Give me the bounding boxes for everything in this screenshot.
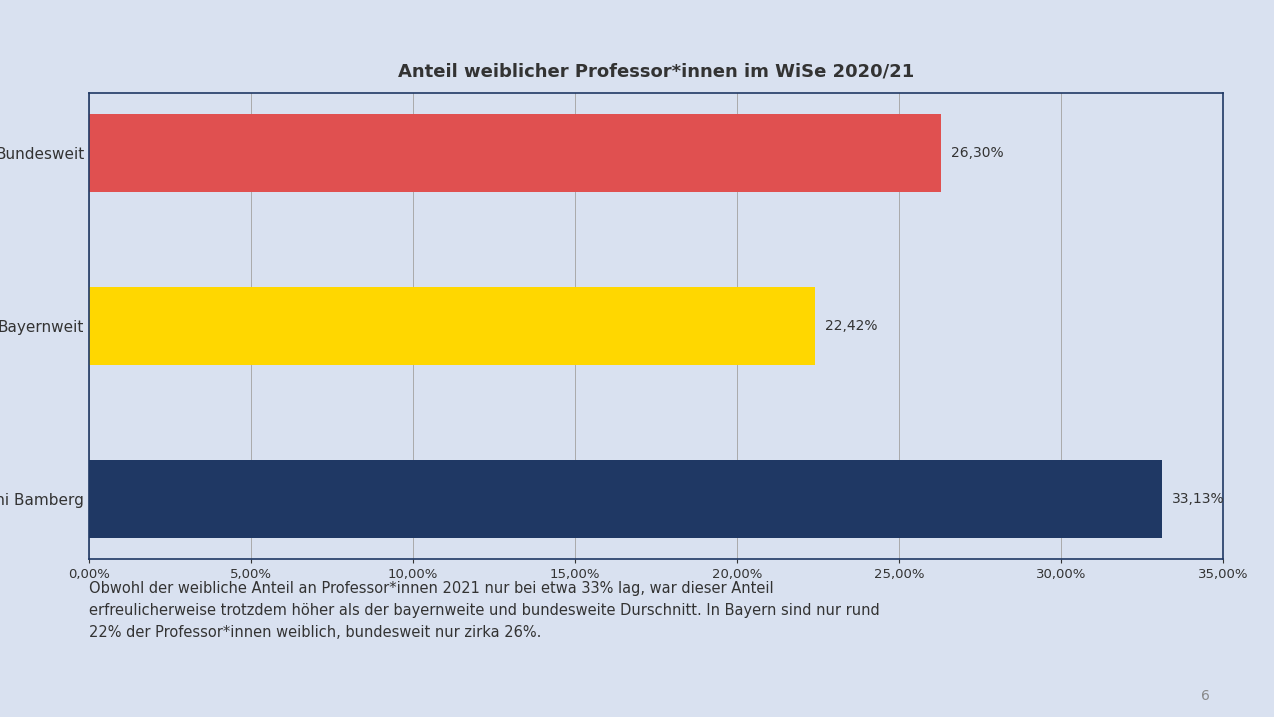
- Text: 33,13%: 33,13%: [1172, 492, 1224, 506]
- Text: Obwohl der weibliche Anteil an Professor*innen 2021 nur bei etwa 33% lag, war di: Obwohl der weibliche Anteil an Professor…: [89, 581, 880, 640]
- Text: 6: 6: [1201, 688, 1210, 703]
- Text: 26,30%: 26,30%: [950, 146, 1004, 161]
- Bar: [89, 460, 1162, 538]
- Text: 22,42%: 22,42%: [826, 319, 878, 333]
- Bar: [89, 288, 815, 365]
- Bar: [89, 115, 941, 192]
- Title: Anteil weiblicher Professor*innen im WiSe 2020/21: Anteil weiblicher Professor*innen im WiS…: [397, 62, 915, 80]
